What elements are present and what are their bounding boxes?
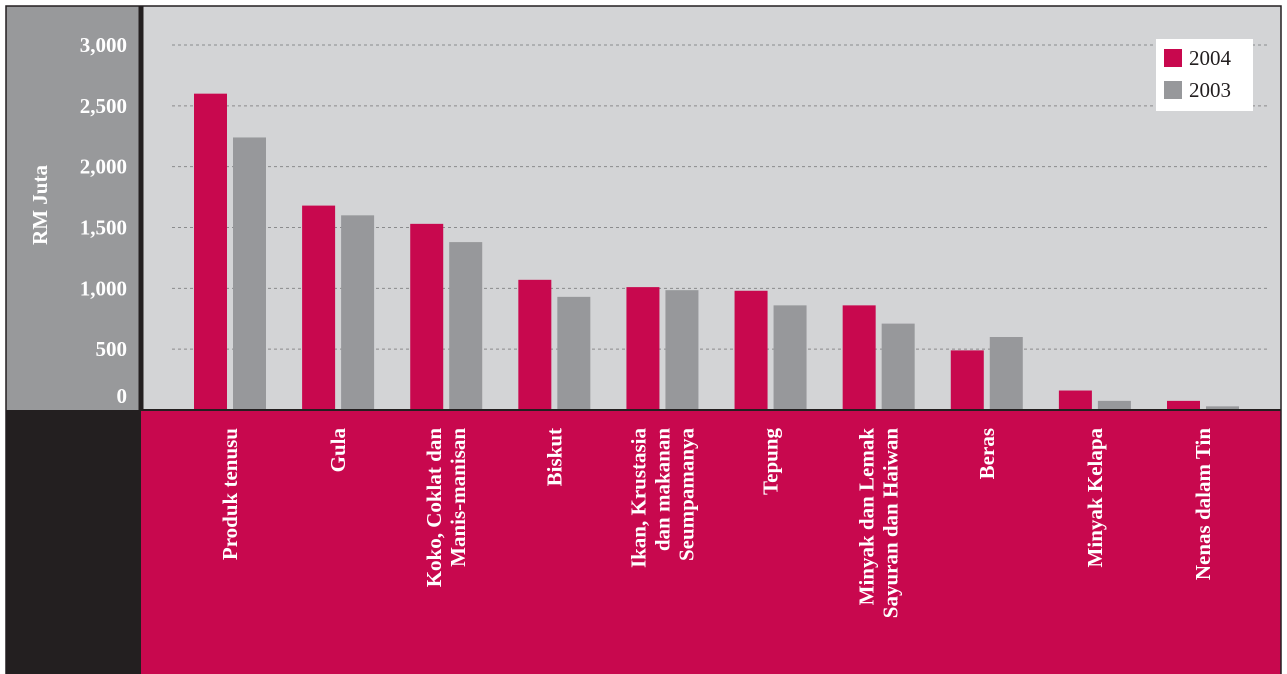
y-tick-label: 2,000 — [80, 155, 127, 179]
corner-panel — [6, 410, 141, 674]
y-tick-label: 2,500 — [80, 94, 127, 118]
bar-2003 — [449, 242, 483, 410]
bar-2004 — [410, 223, 444, 410]
bar-2003 — [557, 296, 591, 410]
category-labels: Produk tenusu Gula Koko, Coklat dan Manis-m… — [218, 428, 1215, 619]
bar-2003 — [989, 337, 1023, 410]
bar-2004 — [518, 279, 552, 410]
legend-swatch — [1164, 49, 1182, 67]
bar-2003 — [233, 137, 266, 410]
category-label: Koko, Coklat dan — [422, 428, 446, 588]
axis-panel — [6, 6, 141, 410]
bar-2004 — [194, 93, 227, 411]
y-axis-label: RM Juta — [28, 165, 52, 245]
y-tick-label: 1,000 — [80, 276, 127, 300]
outer-frame — [5, 5, 1282, 674]
category-label: Minyak dan Lemak — [855, 428, 879, 606]
y-tick-label: 1,500 — [80, 216, 127, 240]
legend-swatch — [1164, 81, 1182, 99]
bar-2003 — [665, 290, 699, 410]
category-label: dan makanan — [650, 428, 674, 551]
category-label: Produk tenusu — [218, 428, 242, 560]
bar-2003 — [1206, 406, 1239, 410]
category-label: Beras — [975, 428, 999, 479]
category-label: Ikan, Krustasia — [626, 428, 650, 569]
bar-2003 — [1097, 400, 1131, 410]
y-tick-label: 3,000 — [80, 33, 127, 57]
bar-2004 — [1058, 390, 1092, 410]
bar-2003 — [773, 305, 807, 410]
category-panel — [141, 410, 1281, 674]
bar-2004 — [302, 205, 336, 410]
category-label: Sayuran dan Haiwan — [879, 428, 903, 619]
y-tick-label: 0 — [117, 384, 128, 408]
bar-2003 — [881, 323, 915, 410]
bar-2004 — [950, 350, 984, 410]
legend-label: 2003 — [1189, 78, 1231, 102]
bars — [194, 93, 1239, 411]
y-tick-label: 500 — [96, 337, 128, 361]
category-label: Tepung — [759, 428, 783, 495]
category-label: Gula — [326, 428, 350, 473]
y-tick-labels: 0 500 1,000 1,500 2,000 2,500 3,000 — [80, 33, 127, 408]
category-label: Seumpamanya — [674, 428, 698, 562]
category-label: Minyak Kelapa — [1083, 428, 1107, 568]
bar-2004 — [1167, 400, 1200, 410]
bar-2004 — [626, 287, 660, 410]
bar-2004 — [842, 305, 876, 410]
legend-label: 2004 — [1189, 46, 1232, 70]
bar-2003 — [341, 215, 375, 410]
bar-2004 — [734, 290, 768, 410]
legend: 2004 2003 — [1156, 39, 1253, 111]
category-label: Nenas dalam Tin — [1191, 428, 1215, 580]
category-label: Manis-manisan — [446, 428, 470, 567]
category-label: Biskut — [542, 428, 566, 486]
